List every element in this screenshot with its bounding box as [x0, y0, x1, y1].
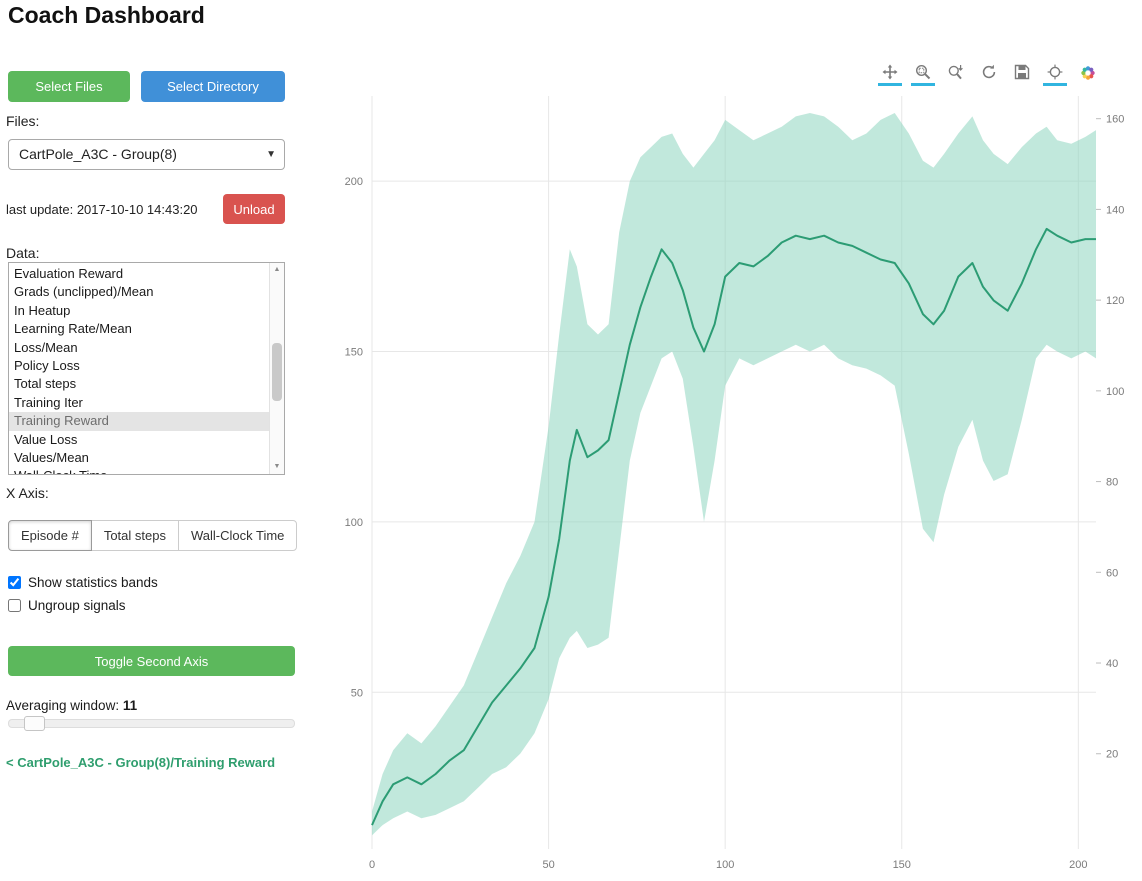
- scrollbar-track[interactable]: [270, 277, 284, 460]
- select-files-button[interactable]: Select Files: [8, 71, 130, 102]
- toggle-second-axis-button[interactable]: Toggle Second Axis: [8, 646, 295, 676]
- bokeh-logo-icon[interactable]: [1076, 60, 1100, 86]
- svg-text:160: 160: [1106, 114, 1124, 126]
- averaging-window-value: 11: [122, 698, 138, 713]
- averaging-window-label: Averaging window:: [6, 698, 120, 713]
- list-item[interactable]: Values/Mean: [14, 450, 89, 466]
- show-bands-row: Show statistics bands: [8, 575, 158, 590]
- sidebar: Select Files Select Directory Files: Car…: [0, 55, 300, 881]
- list-item[interactable]: Grads (unclipped)/Mean: [14, 284, 154, 300]
- breadcrumb[interactable]: < CartPole_A3C - Group(8)/Training Rewar…: [6, 755, 276, 770]
- select-directory-button[interactable]: Select Directory: [141, 71, 285, 102]
- svg-text:120: 120: [1106, 295, 1124, 307]
- svg-text:20: 20: [1106, 749, 1118, 761]
- x-axis-button-group: Episode # Total steps Wall-Clock Time: [8, 520, 298, 551]
- training-reward-chart[interactable]: 0 50 100 150 200 50 100 150 200 20 40 60 80 100 120 140…: [300, 86, 1142, 881]
- data-label: Data:: [6, 245, 40, 261]
- xaxis-option-wall-clock-time[interactable]: Wall-Clock Time: [177, 520, 298, 551]
- svg-text:80: 80: [1106, 477, 1118, 489]
- list-item[interactable]: Wall-Clock Time: [9, 467, 269, 474]
- svg-text:150: 150: [345, 347, 363, 359]
- averaging-window-row: Averaging window: 11: [6, 698, 137, 713]
- svg-text:200: 200: [1069, 859, 1087, 871]
- files-dropdown-value: CartPole_A3C - Group(8): [19, 146, 177, 162]
- listbox-scrollbar[interactable]: ▲ ▼: [269, 263, 284, 474]
- box-zoom-icon[interactable]: [911, 60, 935, 86]
- list-item[interactable]: Total steps: [14, 376, 77, 392]
- slider-thumb[interactable]: [24, 716, 45, 731]
- data-listbox[interactable]: Evaluation Reward Grads (unclipped)/Mean I…: [8, 262, 285, 475]
- scrollbar-thumb[interactable]: [272, 342, 282, 402]
- scroll-down-icon[interactable]: ▼: [273, 463, 281, 470]
- list-item[interactable]: Training Reward: [9, 412, 269, 431]
- svg-text:100: 100: [716, 859, 734, 871]
- page-title: Coach Dashboard: [8, 2, 205, 28]
- pan-icon[interactable]: [878, 60, 902, 86]
- show-bands-label: Show statistics bands: [28, 575, 158, 590]
- svg-text:140: 140: [1106, 204, 1124, 216]
- reset-icon[interactable]: [977, 60, 1001, 86]
- list-item[interactable]: In Heatup: [14, 302, 71, 318]
- list-item[interactable]: Learning Rate/Mean: [14, 321, 132, 337]
- list-item[interactable]: Policy Loss: [14, 358, 80, 374]
- xaxis-option-episode-[interactable]: Episode #: [8, 520, 92, 551]
- list-item[interactable]: Training Iter: [14, 394, 83, 410]
- list-item[interactable]: Loss/Mean: [14, 339, 78, 355]
- plot-toolbar: [878, 60, 1100, 86]
- svg-text:40: 40: [1106, 658, 1118, 670]
- list-item[interactable]: Evaluation Reward: [14, 266, 124, 281]
- scroll-up-icon[interactable]: ▲: [273, 266, 281, 273]
- x-axis-label: X Axis:: [6, 485, 49, 501]
- xaxis-option-total-steps[interactable]: Total steps: [90, 520, 179, 551]
- dropdown-caret-icon: ▼: [266, 149, 276, 160]
- svg-text:100: 100: [1106, 386, 1124, 398]
- svg-text:60: 60: [1106, 567, 1118, 579]
- files-label: Files:: [6, 113, 40, 129]
- svg-text:200: 200: [345, 176, 363, 188]
- list-item[interactable]: Value Loss: [14, 431, 78, 447]
- ungroup-row: Ungroup signals: [8, 598, 126, 613]
- hover-icon[interactable]: [1043, 60, 1067, 86]
- last-update-text: last update: 2017-10-10 14:43:20: [6, 202, 198, 217]
- show-bands-checkbox[interactable]: [8, 576, 21, 589]
- svg-text:50: 50: [542, 859, 554, 871]
- svg-text:150: 150: [893, 859, 911, 871]
- chart-panel: 0 50 100 150 200 50 100 150 200 20 40 60 80 100 120 140…: [300, 50, 1142, 881]
- svg-text:0: 0: [369, 859, 375, 871]
- wheel-zoom-icon[interactable]: [944, 60, 968, 86]
- ungroup-signals-label: Ungroup signals: [28, 598, 126, 613]
- svg-text:50: 50: [351, 687, 363, 699]
- save-icon[interactable]: [1010, 60, 1034, 86]
- svg-text:100: 100: [345, 517, 363, 529]
- unload-button[interactable]: Unload: [223, 194, 285, 224]
- averaging-window-slider[interactable]: [8, 716, 295, 731]
- files-dropdown[interactable]: CartPole_A3C - Group(8) ▼: [8, 139, 285, 170]
- ungroup-signals-checkbox[interactable]: [8, 599, 21, 612]
